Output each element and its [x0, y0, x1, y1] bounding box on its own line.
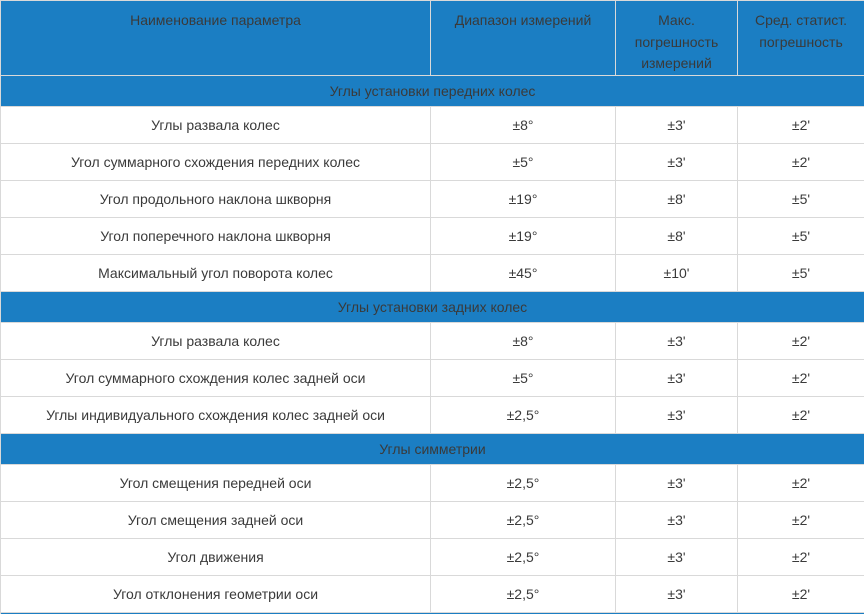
- max-error-cell: ±3': [615, 359, 738, 398]
- table-row: Угол смещения передней оси ±2,5° ±3' ±2': [0, 464, 864, 503]
- range-cell: ±8°: [430, 322, 616, 361]
- stat-error-cell: ±2': [737, 464, 864, 503]
- param-name-cell: Угол смещения передней оси: [0, 464, 431, 503]
- table-row: Угол отклонения геометрии оси ±2,5° ±3' …: [0, 575, 864, 614]
- stat-error-cell: ±2': [737, 322, 864, 361]
- section-header-row: Углы установки задних колес: [0, 291, 864, 324]
- range-cell: ±2,5°: [430, 538, 616, 577]
- table-row: Угол суммарного схождения колес задней о…: [0, 359, 864, 398]
- stat-error-cell: ±5': [737, 254, 864, 293]
- max-error-cell: ±8': [615, 217, 738, 256]
- stat-error-cell: ±2': [737, 143, 864, 182]
- range-cell: ±2,5°: [430, 501, 616, 540]
- stat-error-cell: ±2': [737, 501, 864, 540]
- max-error-cell: ±8': [615, 180, 738, 219]
- max-error-cell: ±3': [615, 575, 738, 614]
- param-name-cell: Угол отклонения геометрии оси: [0, 575, 431, 614]
- column-header-max-error: Макс. погрешность измерений: [615, 0, 738, 77]
- table-row: Углы развала колес ±8° ±3' ±2': [0, 322, 864, 361]
- param-name-cell: Угол смещения задней оси: [0, 501, 431, 540]
- range-cell: ±2,5°: [430, 396, 616, 435]
- stat-error-cell: ±2': [737, 575, 864, 614]
- stat-error-cell: ±2': [737, 106, 864, 145]
- max-error-cell: ±3': [615, 501, 738, 540]
- table-row: Угол смещения задней оси ±2,5° ±3' ±2': [0, 501, 864, 540]
- table-row: Угол поперечного наклона шкворня ±19° ±8…: [0, 217, 864, 256]
- param-name-cell: Максимальный угол поворота колес: [0, 254, 431, 293]
- section-header-row: Углы симметрии: [0, 433, 864, 466]
- table-row: Углы развала колес ±8° ±3' ±2': [0, 106, 864, 145]
- param-name-cell: Угол суммарного схождения передних колес: [0, 143, 431, 182]
- max-error-cell: ±3': [615, 396, 738, 435]
- max-error-cell: ±3': [615, 464, 738, 503]
- section-title-front-wheels: Углы установки передних колес: [0, 75, 864, 108]
- table-row: Максимальный угол поворота колес ±45° ±1…: [0, 254, 864, 293]
- stat-error-cell: ±2': [737, 359, 864, 398]
- max-error-cell: ±3': [615, 322, 738, 361]
- range-cell: ±5°: [430, 143, 616, 182]
- max-error-cell: ±3': [615, 143, 738, 182]
- max-error-cell: ±3': [615, 106, 738, 145]
- section-title-symmetry: Углы симметрии: [0, 433, 864, 466]
- column-header-stat-error: Сред. статист. погрешность: [737, 0, 864, 77]
- range-cell: ±5°: [430, 359, 616, 398]
- param-name-cell: Угол поперечного наклона шкворня: [0, 217, 431, 256]
- max-error-cell: ±10': [615, 254, 738, 293]
- table-row: Угол продольного наклона шкворня ±19° ±8…: [0, 180, 864, 219]
- table-row: Угол движения ±2,5° ±3' ±2': [0, 538, 864, 577]
- section-header-row: Углы установки передних колес: [0, 75, 864, 108]
- stat-error-cell: ±5': [737, 180, 864, 219]
- stat-error-cell: ±2': [737, 538, 864, 577]
- range-cell: ±19°: [430, 217, 616, 256]
- table-row: Угол суммарного схождения передних колес…: [0, 143, 864, 182]
- param-name-cell: Угол движения: [0, 538, 431, 577]
- param-name-cell: Угол продольного наклона шкворня: [0, 180, 431, 219]
- column-header-range: Диапазон измерений: [430, 0, 616, 77]
- param-name-cell: Углы индивидуального схождения колес зад…: [0, 396, 431, 435]
- table-row: Углы индивидуального схождения колес зад…: [0, 396, 864, 435]
- range-cell: ±45°: [430, 254, 616, 293]
- stat-error-cell: ±2': [737, 396, 864, 435]
- range-cell: ±19°: [430, 180, 616, 219]
- range-cell: ±2,5°: [430, 464, 616, 503]
- param-name-cell: Угол суммарного схождения колес задней о…: [0, 359, 431, 398]
- param-name-cell: Углы развала колес: [0, 322, 431, 361]
- range-cell: ±8°: [430, 106, 616, 145]
- range-cell: ±2,5°: [430, 575, 616, 614]
- column-header-parameter: Наименование параметра: [0, 0, 431, 77]
- stat-error-cell: ±5': [737, 217, 864, 256]
- table-header-row: Наименование параметра Диапазон измерени…: [0, 0, 864, 77]
- param-name-cell: Углы развала колес: [0, 106, 431, 145]
- max-error-cell: ±3': [615, 538, 738, 577]
- section-title-rear-wheels: Углы установки задних колес: [0, 291, 864, 324]
